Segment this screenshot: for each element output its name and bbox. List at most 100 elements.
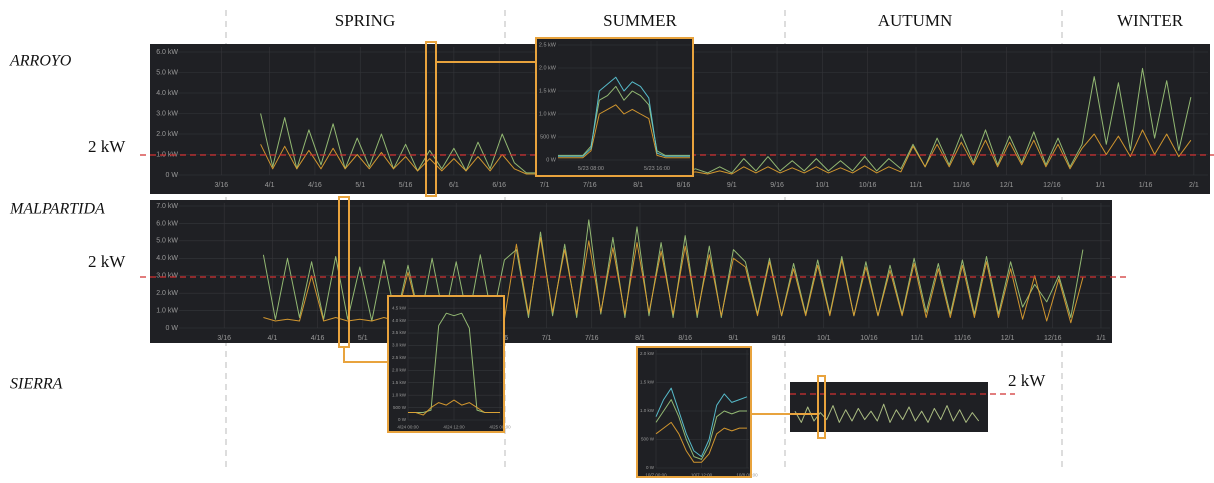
x-tick-label: 8/16 <box>677 182 691 189</box>
x-tick-label: 9/1 <box>727 182 737 189</box>
y-tick-label: 0 W <box>546 157 557 163</box>
x-tick-label: 12/16 <box>1043 182 1061 189</box>
x-tick-label: 6/1 <box>449 182 459 189</box>
x-tick-label: 3/16 <box>217 335 231 342</box>
season-label: SPRING <box>335 11 395 30</box>
y-tick-label: 3.0 kW <box>156 110 178 117</box>
x-tick-label: 5/23 16:00 <box>644 166 670 172</box>
y-tick-label: 6.0 kW <box>156 49 178 56</box>
y-tick-label: 1.5 kW <box>539 88 557 94</box>
row-title: ARROYO <box>9 53 72 70</box>
annotation: 2 kW <box>88 137 126 156</box>
series-line <box>260 67 1192 174</box>
y-tick-label: 2.5 kW <box>539 42 557 48</box>
y-tick-label: 1.5 kW <box>392 380 407 385</box>
x-tick-label: 12/16 <box>1044 335 1062 342</box>
y-tick-label: 1.0 kW <box>539 111 557 117</box>
row-title: SIERRA <box>10 376 63 393</box>
inset-frame <box>535 37 694 177</box>
y-tick-label: 1.5 kW <box>640 380 655 385</box>
y-tick-label: 4.0 kW <box>392 318 407 323</box>
x-tick-label: 10/8 00:00 <box>736 473 758 478</box>
y-tick-label: 500 W <box>393 405 407 410</box>
y-tick-label: 0 W <box>398 417 407 422</box>
plot-panel <box>637 347 751 477</box>
x-tick-label: 4/24 12:00 <box>443 425 465 430</box>
x-tick-label: 9/16 <box>770 182 784 189</box>
inset-frame <box>387 295 505 433</box>
y-tick-label: 5.0 kW <box>156 238 178 245</box>
x-tick-label: 4/24 00:00 <box>397 425 419 430</box>
y-tick-label: 3.5 kW <box>392 330 407 335</box>
series-line <box>408 399 500 416</box>
x-tick-label: 7/1 <box>540 182 550 189</box>
y-tick-label: 6.0 kW <box>156 220 178 227</box>
series-line <box>558 85 690 156</box>
plot-panel <box>536 38 693 176</box>
y-tick-label: 4.0 kW <box>156 90 178 97</box>
x-tick-label: 1/1 <box>1096 335 1106 342</box>
y-tick-label: 0 W <box>646 465 655 470</box>
y-tick-label: 4.5 kW <box>392 305 407 310</box>
x-tick-label: 10/16 <box>860 335 878 342</box>
y-tick-label: 2.0 kW <box>640 351 655 356</box>
x-tick-label: 10/16 <box>859 182 877 189</box>
x-tick-label: 8/1 <box>635 335 645 342</box>
y-tick-label: 7.0 kW <box>156 203 178 210</box>
chart: 0 W 500 W 1.0 kW 1.5 kW 2.0 kW 2.5 kW 3.0 kW 3.… <box>388 296 511 432</box>
x-tick-label: 11/16 <box>953 182 970 189</box>
season-label: AUTUMN <box>878 11 953 30</box>
row-title: MALPARTIDA <box>9 201 105 218</box>
x-tick-label: 1/1 <box>1095 182 1105 189</box>
x-tick-label: 7/16 <box>583 182 597 189</box>
y-tick-label: 500 W <box>641 437 655 442</box>
annotation: 2 kW <box>88 252 126 271</box>
x-tick-label: 10/1 <box>816 182 830 189</box>
chart: 0 W 1.0 kW 2.0 kW 3.0 kW 4.0 kW 5.0 kW 6.0 kW 7… <box>9 200 1130 343</box>
x-tick-label: 7/1 <box>542 335 552 342</box>
x-tick-label: 9/1 <box>729 335 739 342</box>
x-tick-label: 11/16 <box>954 335 971 342</box>
x-tick-label: 4/1 <box>265 182 275 189</box>
series-line <box>260 129 1192 175</box>
plot-panel <box>790 382 988 432</box>
x-tick-label: 8/1 <box>633 182 643 189</box>
y-tick-label: 2.0 kW <box>392 368 407 373</box>
y-tick-label: 500 W <box>540 134 557 140</box>
x-tick-label: 7/16 <box>585 335 599 342</box>
x-tick-label: 11/1 <box>911 335 924 342</box>
x-tick-label: 10/7 12:00 <box>691 473 713 478</box>
chart: SIERRA 2 kW <box>10 371 1046 432</box>
x-tick-label: 4/25 00:00 <box>489 425 511 430</box>
series-line <box>655 387 748 458</box>
x-tick-label: 5/16 <box>399 182 413 189</box>
x-tick-label: 1/16 <box>1139 182 1153 189</box>
x-tick-label: 4/1 <box>268 335 278 342</box>
season-label: WINTER <box>1117 11 1184 30</box>
x-tick-label: 6/16 <box>492 182 506 189</box>
y-tick-label: 1.0 kW <box>640 408 655 413</box>
y-tick-label: 0 W <box>166 172 179 179</box>
connector <box>343 347 388 363</box>
series-line <box>655 399 747 460</box>
y-tick-label: 2.5 kW <box>392 355 407 360</box>
x-tick-label: 12/1 <box>1001 335 1015 342</box>
chart: 0 W 500 W 1.0 kW 1.5 kW 2.0 kW 2.5 kW 5/23 08:… <box>536 38 693 176</box>
y-tick-label: 3.0 kW <box>392 343 407 348</box>
x-tick-label: 11/1 <box>909 182 922 189</box>
y-tick-label: 0 W <box>166 325 179 332</box>
y-tick-label: 1.0 kW <box>392 392 407 397</box>
y-tick-label: 2.0 kW <box>156 290 178 297</box>
x-tick-label: 12/1 <box>1000 182 1014 189</box>
y-tick-label: 2.0 kW <box>539 65 557 71</box>
series-line <box>558 76 690 157</box>
y-tick-label: 4.0 kW <box>156 255 178 262</box>
season-label: SUMMER <box>603 11 677 30</box>
y-tick-label: 2.0 kW <box>156 131 178 138</box>
y-tick-label: 5.0 kW <box>156 69 178 76</box>
x-tick-label: 4/16 <box>308 182 322 189</box>
charts: 0 W 1.0 kW 2.0 kW 3.0 kW 4.0 kW 5.0 kW 6.0 kW 3… <box>9 38 1214 478</box>
x-tick-label: 10/7 00:00 <box>645 473 667 478</box>
x-tick-label: 4/16 <box>311 335 325 342</box>
